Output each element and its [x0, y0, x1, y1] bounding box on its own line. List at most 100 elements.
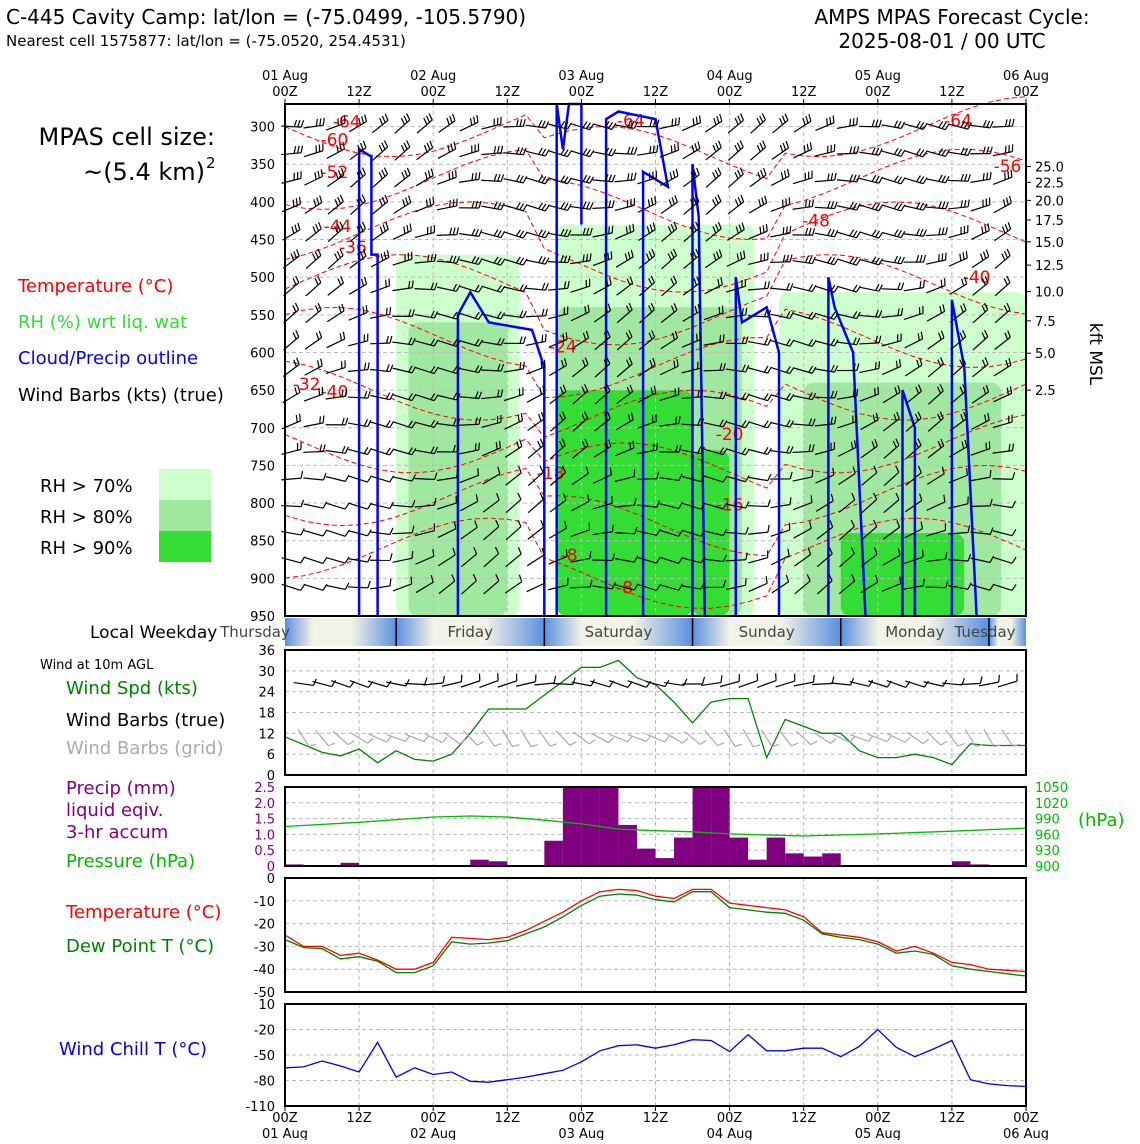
top-hour-label: 12Z — [791, 85, 817, 100]
precip-label-2: liquid eqiv. — [66, 800, 163, 821]
barb-shaft — [705, 730, 718, 745]
kft-tick-label: 15.0 — [1035, 236, 1064, 251]
wind10-barb-grid — [502, 726, 519, 748]
wind10-barb-grid — [724, 726, 742, 748]
kft-tick-label: 7.5 — [1035, 315, 1056, 330]
top-hour-label: 00Z — [420, 85, 446, 100]
barb-flag — [425, 677, 427, 684]
top-date-label: 04 Aug — [707, 69, 753, 84]
wind10-barb-grid — [351, 727, 373, 745]
pressure-tick: 990 — [1035, 813, 1060, 828]
barb-flag — [997, 675, 1000, 682]
nearest-cell-subtitle: Nearest cell 1575877: lat/lon = (-75.052… — [6, 32, 406, 50]
wind10-barb-grid — [483, 726, 502, 748]
wind10-barb-grid — [946, 726, 965, 748]
wind-speed-tick: 6 — [267, 748, 275, 763]
barb-shaft — [479, 681, 498, 688]
temp-contour-label: -40 — [321, 383, 349, 403]
bottom-date-label: 05 Aug — [855, 1127, 901, 1140]
wind-barb-shaft — [570, 587, 590, 588]
windchill-label: Wind Chill T (°C) — [59, 1039, 207, 1060]
barb-flag — [328, 741, 335, 747]
xs-pressure-tick: 700 — [250, 422, 275, 437]
xs-pressure-tick: 600 — [250, 346, 275, 361]
barb-shaft — [590, 681, 609, 687]
wind-speed-tick: 30 — [258, 665, 275, 680]
barb-flag — [554, 676, 557, 683]
barb-shaft — [832, 734, 850, 742]
wind10-barb-grid — [521, 726, 538, 749]
top-hour-label: 00Z — [272, 85, 298, 100]
pressure-tick: 900 — [1035, 860, 1060, 875]
barb-flag — [442, 676, 445, 683]
wind-speed-tick: 12 — [258, 727, 275, 742]
barb-flag — [495, 742, 502, 748]
kft-tick-label: 25.0 — [1035, 160, 1064, 175]
pressure-tick: 930 — [1035, 844, 1060, 859]
precip-bar — [730, 838, 749, 866]
wind10-barb-grid — [556, 726, 576, 747]
wind10-barb-grid — [646, 728, 669, 743]
top-hour-label: 00Z — [569, 85, 595, 100]
pressure-tick: 1020 — [1035, 797, 1068, 812]
top-date-label: 03 Aug — [558, 69, 604, 84]
top-hour-label: 00Z — [1013, 85, 1039, 100]
pressure-unit: (hPa) — [1078, 810, 1125, 831]
wind10-barb-grid — [405, 728, 428, 743]
barb-shaft — [442, 682, 461, 687]
barb-flag — [496, 673, 500, 680]
precip-tick: 2.5 — [254, 781, 275, 796]
bottom-hour-label: 00Z — [272, 1111, 298, 1126]
barb-flag — [718, 741, 725, 747]
kft-tick-label: 22.5 — [1035, 176, 1064, 191]
barb-flag — [477, 740, 483, 746]
windchill-tick: -80 — [254, 1075, 275, 1090]
barb-flag — [683, 737, 688, 744]
kft-tick-label: 5.0 — [1035, 347, 1056, 362]
precip-bar — [711, 787, 730, 866]
bottom-date-label: 04 Aug — [707, 1127, 753, 1140]
windchill-tick: -20 — [254, 1024, 275, 1039]
wind10-barb-grid — [424, 727, 447, 743]
wind10-barb-true — [755, 673, 778, 687]
barb-flag — [755, 673, 759, 680]
bottom-hour-label: 12Z — [939, 1111, 965, 1126]
wind10-barb-true — [534, 676, 557, 685]
legend-wind: Wind Barbs (kts) (true) — [18, 385, 224, 406]
xs-pressure-tick: 800 — [250, 497, 275, 512]
wind10-title: Wind at 10m AGL — [40, 658, 154, 673]
precip-bar — [544, 841, 563, 866]
barb-shaft — [534, 683, 554, 685]
xs-pressure-tick: 300 — [250, 121, 275, 136]
precip-bar — [656, 858, 675, 866]
barb-flag — [831, 738, 836, 745]
wind10-barb-grid — [907, 727, 929, 745]
barb-shaft — [831, 683, 851, 685]
forecast-cycle-date: 2025-08-01 / 00 UTC — [838, 29, 1045, 53]
temp-tick: 0 — [267, 872, 275, 887]
barb-shaft — [316, 730, 329, 745]
wind10-barb-grid — [796, 726, 817, 746]
wind10-barb-grid — [887, 727, 910, 743]
windchill-panel: 10-20-50-80-110 — [245, 998, 1026, 1115]
dewpt-label: Dew Point T (°C) — [66, 936, 214, 957]
weekday-band — [285, 618, 396, 646]
top-date-label: 06 Aug — [1003, 69, 1049, 84]
temp-contour-label: -52 — [321, 163, 349, 183]
bottom-hour-label: 00Z — [1013, 1111, 1039, 1126]
barb-flag — [534, 674, 538, 681]
barb-flag — [905, 736, 910, 743]
barb-shaft — [850, 682, 869, 687]
wind10-barb-grid — [705, 726, 725, 747]
barb-flag — [460, 674, 464, 681]
precip-bar — [693, 787, 712, 866]
top-date-label: 05 Aug — [855, 69, 901, 84]
barb-shaft — [812, 684, 832, 685]
barb-flag — [515, 674, 519, 681]
bottom-hour-label: 12Z — [495, 1111, 521, 1126]
wind10-barb-true — [477, 673, 500, 687]
precip-bar — [804, 857, 823, 866]
weekday-name: Friday — [448, 623, 494, 641]
